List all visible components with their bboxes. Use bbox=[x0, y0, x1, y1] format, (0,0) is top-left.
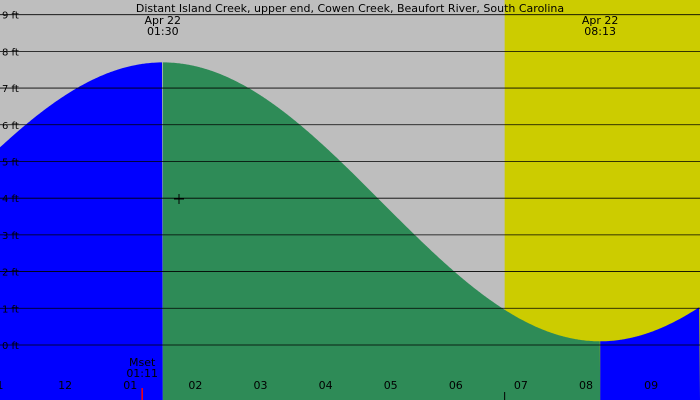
rising-tide-area bbox=[600, 307, 700, 400]
x-tick-label: 05 bbox=[384, 379, 398, 392]
rising-tide-area bbox=[0, 62, 163, 400]
y-tick-label: 8 ft bbox=[2, 47, 19, 58]
moon-event-label: Mset bbox=[129, 356, 156, 369]
x-tick-label: 1 bbox=[0, 379, 4, 392]
tide-area-layer bbox=[0, 62, 700, 400]
chart-title: Distant Island Creek, upper end, Cowen C… bbox=[136, 2, 564, 15]
x-tick-label: 01 bbox=[123, 379, 137, 392]
y-tick-label: 0 ft bbox=[2, 341, 19, 352]
label-layer: 0 ft 1 ft 2 ft 3 ft 4 ft 5 ft 6 ft 7 ft 8 ft 9 ft… bbox=[0, 11, 658, 400]
x-tick-label: 04 bbox=[319, 379, 333, 392]
tide-event-time: 08:13 bbox=[584, 25, 616, 38]
x-tick-label: 09 bbox=[644, 379, 658, 392]
y-tick-label: 3 ft bbox=[2, 231, 19, 242]
x-tick-label: 12 bbox=[58, 379, 72, 392]
tide-event-date: Apr 22 bbox=[145, 14, 182, 27]
tide-event-time: 01:30 bbox=[147, 25, 179, 38]
x-tick-label: 06 bbox=[449, 379, 463, 392]
gridline-layer bbox=[0, 14, 700, 346]
y-tick-label: 5 ft bbox=[2, 157, 19, 168]
y-tick-label: 6 ft bbox=[2, 121, 19, 132]
x-tick-label: 07 bbox=[514, 379, 528, 392]
x-tick-label: 02 bbox=[188, 379, 202, 392]
crosshair-cursor bbox=[174, 194, 184, 204]
falling-tide-area bbox=[162, 62, 601, 400]
x-tick-label: 03 bbox=[253, 379, 267, 392]
y-tick-label: 1 ft bbox=[2, 304, 19, 315]
y-tick-label: 4 ft bbox=[2, 194, 19, 205]
x-tick-label: 08 bbox=[579, 379, 593, 392]
moon-event-time: 01:11 bbox=[126, 367, 158, 380]
y-tick-label: 2 ft bbox=[2, 268, 19, 279]
tide-event-date: Apr 22 bbox=[582, 14, 619, 27]
y-tick-label: 9 ft bbox=[2, 11, 19, 22]
y-tick-label: 7 ft bbox=[2, 84, 19, 95]
